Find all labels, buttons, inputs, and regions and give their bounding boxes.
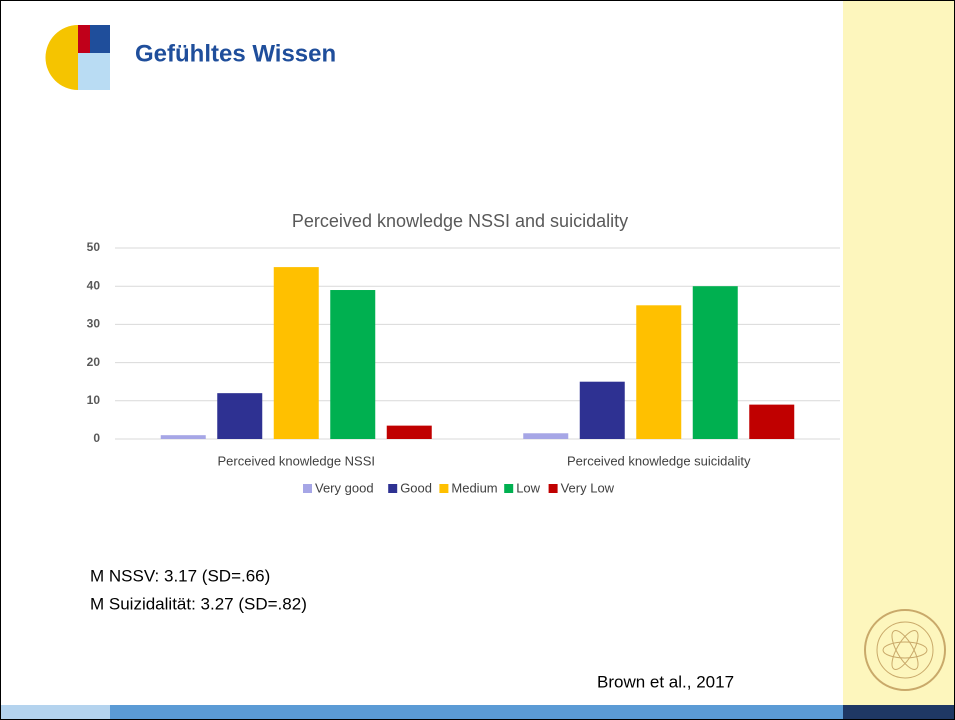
chart-title: Perceived knowledge NSSI and suicidality bbox=[292, 211, 628, 231]
bar bbox=[636, 305, 682, 439]
legend-label: Medium bbox=[451, 480, 497, 495]
note: M NSSV: 3.17 (SD=.66) bbox=[90, 566, 270, 585]
y-tick-label: 50 bbox=[87, 240, 101, 254]
bar bbox=[579, 381, 625, 439]
bar bbox=[523, 433, 569, 439]
logo bbox=[45, 25, 110, 90]
note: M Suizidalität: 3.27 (SD=.82) bbox=[90, 594, 307, 613]
y-tick-label: 0 bbox=[93, 431, 100, 445]
y-tick-label: 10 bbox=[87, 393, 101, 407]
source: Brown et al., 2017 bbox=[597, 672, 734, 691]
bar bbox=[330, 290, 376, 439]
seal bbox=[864, 609, 946, 691]
footer-bar-left bbox=[0, 705, 110, 720]
x-tick-label: Perceived knowledge suicidality bbox=[567, 453, 751, 468]
legend-swatch bbox=[548, 484, 558, 493]
y-tick-label: 20 bbox=[87, 355, 101, 369]
footer-bar bbox=[110, 705, 843, 720]
legend-label: Low bbox=[516, 480, 540, 495]
bar bbox=[160, 435, 206, 439]
bar bbox=[749, 404, 795, 439]
legend-swatch bbox=[439, 484, 449, 493]
bar bbox=[692, 286, 738, 439]
legend-swatch bbox=[303, 484, 312, 493]
legend-label: Very good bbox=[315, 480, 374, 495]
bar bbox=[273, 267, 319, 439]
legend-swatch bbox=[504, 484, 514, 493]
y-tick-label: 40 bbox=[87, 278, 101, 292]
side-strip bbox=[843, 0, 955, 705]
slide-title: Gefühltes Wissen bbox=[135, 40, 336, 67]
y-tick-label: 30 bbox=[87, 317, 101, 331]
bar bbox=[217, 393, 263, 439]
x-tick-label: Perceived knowledge NSSI bbox=[217, 453, 375, 468]
bar bbox=[386, 425, 432, 439]
footer-bar-right bbox=[843, 705, 955, 720]
legend-swatch bbox=[388, 484, 398, 493]
legend-label: Good bbox=[400, 480, 432, 495]
legend-label: Very Low bbox=[561, 480, 615, 495]
